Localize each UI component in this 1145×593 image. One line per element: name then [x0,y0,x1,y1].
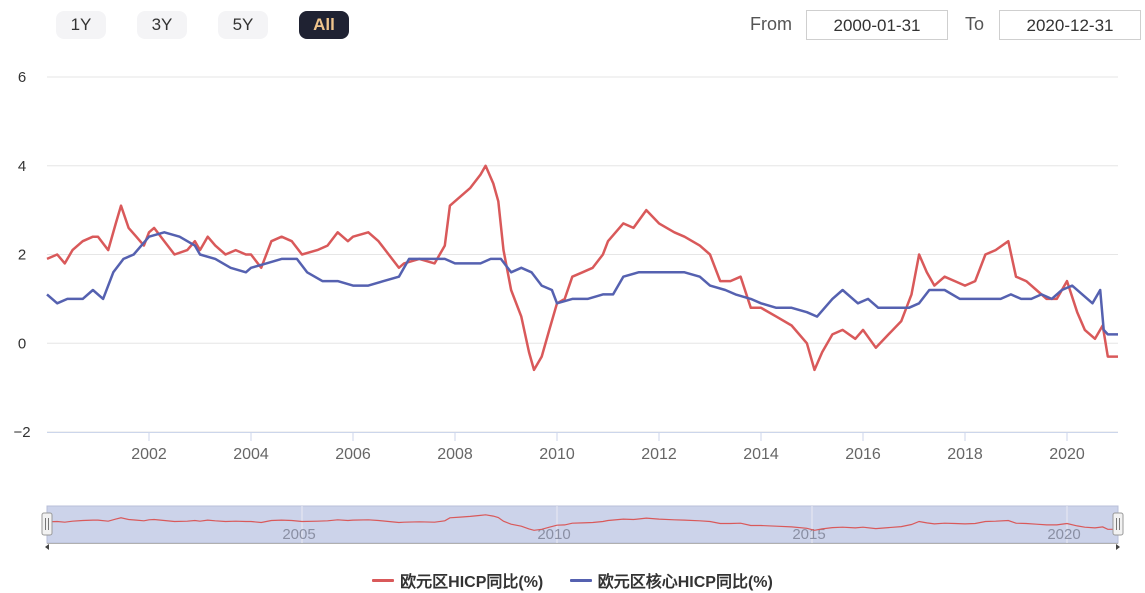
y-tick-label: 2 [18,247,26,264]
navigator-mask [46,505,1119,544]
navigator-tick-label: 2010 [537,526,570,543]
range-all-button[interactable]: All [299,11,349,39]
navigator-left-handle[interactable] [41,512,53,536]
navigator-series-line [46,514,1118,531]
axes: 6 4 2 0 −2 2002 2004 2006 2008 2010 2012 2014 2016 20… [13,69,1118,463]
legend-label-hicp: 欧元区HICP同比(%) [400,574,544,591]
legend-label-core-hicp: 欧元区核心HICP同比(%) [597,574,773,591]
gridlines [47,76,1118,433]
x-tick-label: 2016 [845,446,881,463]
series-line-hicp [46,164,1118,372]
x-tick-label: 2006 [335,446,371,463]
series-lines [46,164,1118,372]
y-tick-label: 4 [18,158,26,175]
navigator: 2005 2010 2015 2020 [41,505,1124,550]
navigator-tick-label: 2020 [1047,526,1080,543]
x-tick-label: 2008 [437,446,473,463]
legend-item-hicp[interactable]: 欧元区HICP同比(%) [372,568,543,592]
x-tick-label: 2004 [233,446,269,463]
y-tick-label: 0 [18,335,26,352]
scroll-left-arrow-icon [45,544,49,550]
x-tick-label: 2012 [641,446,677,463]
navigator-right-handle[interactable] [1112,512,1124,536]
to-label: To [965,14,985,34]
scroll-right-arrow-icon [1116,544,1120,550]
x-tick-label: 2002 [131,446,167,463]
from-date-input[interactable]: 2000-01-31 [806,10,948,40]
legend-swatch-hicp [372,578,395,582]
series-line-core-hicp [46,231,1118,336]
handle-grip [1112,512,1124,536]
x-tick-label: 2014 [743,446,779,463]
range-5y-button[interactable]: 5Y [218,11,268,39]
legend-item-core-hicp[interactable]: 欧元区核心HICP同比(%) [569,568,773,592]
range-3y-button[interactable]: 3Y [137,11,187,39]
handle-grip [41,512,53,536]
x-tick-label: 2010 [539,446,575,463]
x-tick-label: 2018 [947,446,983,463]
x-tick-label: 2020 [1049,446,1085,463]
y-tick-label: −2 [13,424,30,441]
to-date-input[interactable]: 2020-12-31 [999,10,1141,40]
y-tick-label: 6 [18,69,26,86]
navigator-tick-label: 2005 [282,526,315,543]
from-label: From [750,14,792,34]
legend: 欧元区HICP同比(%) 欧元区核心HICP同比(%) [0,568,1145,592]
legend-swatch-core-hicp [569,578,592,582]
range-1y-button[interactable]: 1Y [56,11,106,39]
